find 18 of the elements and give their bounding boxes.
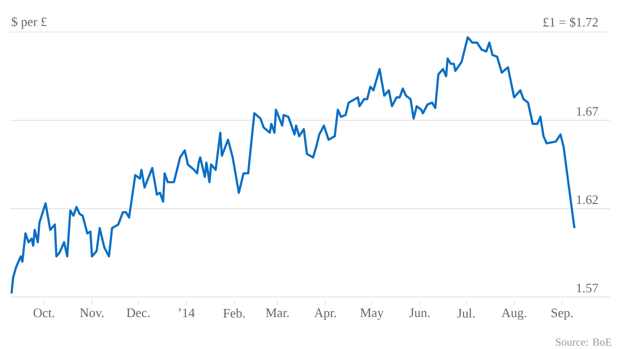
x-tick-label: Mar. — [266, 308, 289, 318]
x-tick-label: Apr. — [314, 308, 336, 320]
x-tick-label: May — [360, 308, 384, 320]
x-tick-label: Nov. — [80, 308, 104, 318]
x-tick-label: Jun. — [409, 308, 430, 318]
x-tick-label: ’14 — [178, 308, 195, 318]
x-tick-label: Feb. — [223, 308, 245, 318]
source-note: Source: BoE — [556, 338, 612, 346]
x-tick-label: Dec. — [126, 308, 150, 318]
y-axis-title: $ per £ — [12, 16, 47, 29]
x-tick-label: Jul. — [457, 308, 475, 318]
x-tick-label: Sep. — [552, 308, 573, 320]
x-tick-label: Aug. — [501, 308, 526, 320]
x-tick-label: Oct. — [34, 308, 54, 318]
y-tick-label: 1.57 — [576, 284, 598, 292]
y-tick-label: £1 = $1.72 — [543, 17, 598, 28]
y-tick-label: 1.67 — [576, 107, 598, 116]
y-tick-label: 1.62 — [576, 195, 598, 204]
